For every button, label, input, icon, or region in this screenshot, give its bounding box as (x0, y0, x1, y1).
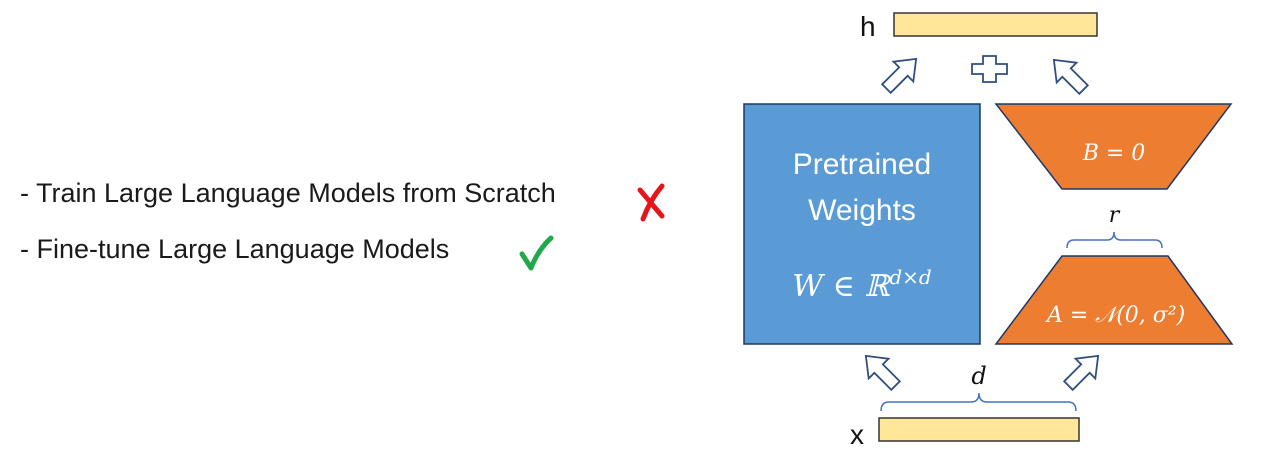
dim-label: d (971, 362, 986, 390)
bullet-fine-tune: - Fine-tune Large Language Models (20, 234, 449, 265)
adapter-a-block (994, 255, 1234, 345)
pretrained-formula-base: W ∈ ℝ (792, 269, 891, 304)
output-label: h (860, 11, 876, 42)
rank-brace (1066, 231, 1163, 249)
pretrained-title-line1: Pretrained (793, 148, 931, 181)
pretrained-formula-sup: d×d (889, 265, 931, 289)
input-label: x (850, 419, 864, 450)
bullet-train-from-scratch: - Train Large Language Models from Scrat… (20, 178, 556, 209)
arrow-input-to-pretrained-icon (864, 354, 902, 392)
dim-brace (880, 392, 1077, 412)
adapter-a-label: A = 𝒩(0, σ²) (1045, 303, 1185, 328)
arrow-pretrained-to-output-icon (880, 57, 918, 95)
arrow-input-to-adapter-icon (1062, 354, 1100, 392)
pretrained-formula: W ∈ ℝd×d (792, 265, 931, 304)
pretrained-title-line2: Weights (808, 194, 916, 227)
cross-mark-icon (637, 183, 665, 222)
adapter-b-label: B = 0 (1082, 141, 1146, 166)
rank-label: r (1109, 203, 1121, 228)
output-vector-h (893, 12, 1098, 37)
pretrained-weights-block (743, 103, 981, 345)
check-mark-icon (519, 235, 554, 271)
input-vector-x (878, 417, 1080, 442)
bullet-text: - Fine-tune Large Language Models (20, 234, 450, 264)
arrow-adapter-to-output-icon (1052, 58, 1090, 96)
bullet-text: - Train Large Language Models from Scrat… (20, 178, 556, 208)
adapter-b-block (994, 103, 1233, 190)
plus-icon (971, 55, 1008, 83)
